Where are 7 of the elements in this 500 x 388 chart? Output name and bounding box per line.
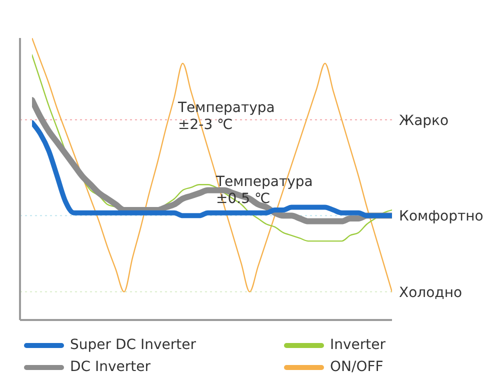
legend-label: Super DC Inverter [70,337,196,353]
legend-label: DC Inverter [70,359,151,375]
ref-line-label: Комфортно [399,208,484,225]
legend-label: ON/OFF [330,359,384,375]
ref-line-label: Жарко [399,112,449,129]
ref-line-label: Холодно [399,284,462,301]
legend-label: Inverter [330,337,386,353]
